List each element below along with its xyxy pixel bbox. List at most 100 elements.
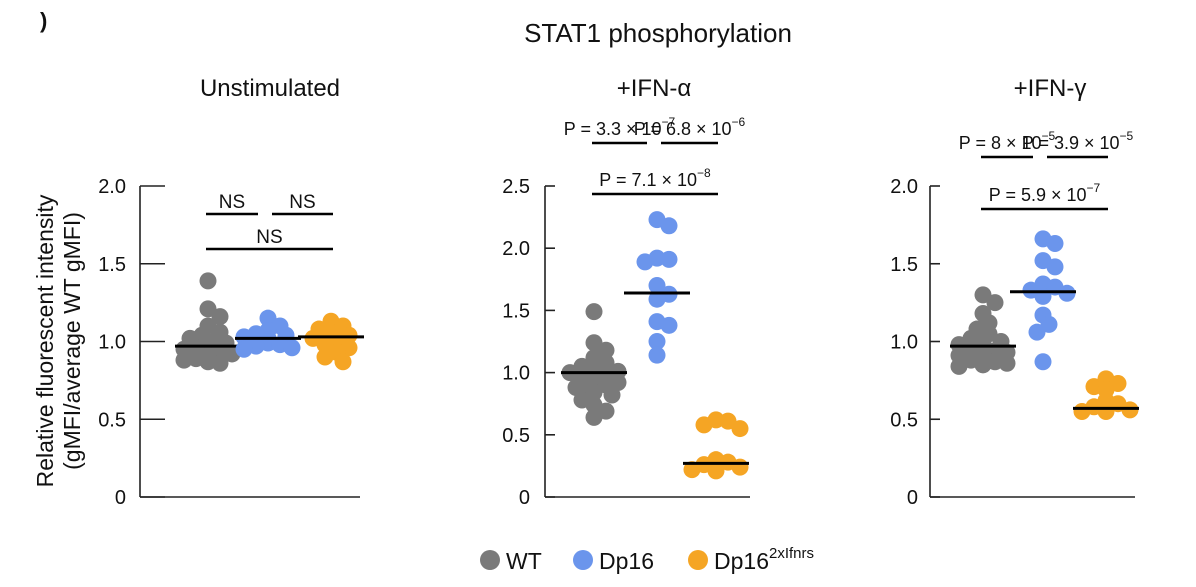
p-value-exponent: −7 — [662, 115, 676, 129]
legend-label: Dp16 — [599, 548, 654, 574]
data-point-wt — [998, 354, 1016, 372]
data-point-dp16 — [636, 253, 654, 271]
data-point-wt — [950, 357, 968, 375]
data-point-dp16-2xifnrs — [1121, 401, 1139, 419]
p-value-label: P = 7.1 × 10−8 — [599, 166, 711, 190]
legend-item: Dp162xIfnrs — [688, 545, 814, 574]
panels-group: Unstimulated 0 0.5 1.0 1.5 2.0 NS NS NS +IFN-α 0 0.… — [98, 75, 1139, 509]
p-value-exponent: −5 — [1042, 129, 1056, 143]
p-value-base: P = 3.9 × 10 — [1022, 133, 1120, 153]
p-value-label: P = 6.8 × 10−6 — [634, 115, 746, 139]
y-tick-label: 2.0 — [502, 238, 530, 260]
panel-1: +IFN-α00.51.01.52.02.5P = 3.3 × 10−7P = … — [502, 75, 750, 509]
panel-2: +IFN-γ00.51.01.52.0P = 8 × 10−5P = 3.9 ×… — [890, 75, 1139, 509]
data-point-dp16 — [259, 309, 277, 327]
panel-0: Unstimulated 0 0.5 1.0 1.5 2.0 NS NS NS — [98, 75, 364, 509]
p-value-exponent: −5 — [1120, 129, 1134, 143]
y-tick-label: 0 — [519, 487, 530, 509]
data-point-dp16 — [648, 277, 666, 295]
p-value-base: P = 3.3 × 10 — [564, 119, 662, 139]
data-point-wt — [199, 272, 217, 290]
data-point-dp16-2xifnrs — [731, 458, 749, 476]
data-point-wt — [211, 308, 229, 326]
y-tick-label: 1.5 — [890, 254, 918, 276]
panel-label: ) — [40, 8, 47, 33]
data-point-dp16-2xifnrs — [1097, 402, 1115, 420]
data-point-dp16 — [235, 328, 253, 346]
p-value-base: P = 5.9 × 10 — [989, 185, 1087, 205]
data-point-dp16-2xifnrs — [334, 353, 352, 371]
data-point-wt — [974, 286, 992, 304]
y-tick-label: 2.0 — [98, 176, 126, 198]
y-tick-label: 2.5 — [502, 176, 530, 198]
y-tick-label: 1.5 — [502, 300, 530, 322]
y-tick-label: 2.0 — [890, 176, 918, 198]
data-point-dp16 — [1058, 284, 1076, 302]
data-point-dp16 — [283, 339, 301, 357]
p-value-exponent: −8 — [697, 166, 711, 180]
significance-label: NS — [219, 192, 245, 213]
data-point-dp16 — [1046, 235, 1064, 253]
data-point-wt — [585, 408, 603, 426]
y-axis-label-line1: Relative fluorescent intensity — [32, 194, 58, 487]
data-point-wt — [986, 294, 1004, 312]
legend-name: Dp16 — [714, 548, 769, 574]
data-point-dp16-2xifnrs — [707, 462, 725, 480]
chart-title: STAT1 phosphorylation — [524, 18, 792, 48]
data-point-wt — [175, 351, 193, 369]
p-value-exponent: −7 — [1087, 181, 1101, 195]
data-point-dp16-2xifnrs — [683, 461, 701, 479]
significance-label: NS — [289, 192, 315, 213]
legend: WT Dp16 Dp162xIfnrs — [480, 545, 814, 574]
legend-superscript: 2xIfnrs — [769, 545, 814, 562]
data-point-wt — [199, 300, 217, 318]
p-value-label: P = 8 × 10−5 — [959, 129, 1056, 153]
data-point-dp16 — [1028, 323, 1046, 341]
y-tick-label: 0 — [115, 487, 126, 509]
y-tick-label: 1.0 — [502, 363, 530, 385]
y-tick-label: 1.5 — [98, 254, 126, 276]
legend-item: WT — [480, 548, 542, 574]
data-point-dp16 — [1040, 315, 1058, 333]
data-point-dp16-2xifnrs — [695, 416, 713, 434]
data-point-dp16 — [648, 333, 666, 350]
y-tick-label: 0.5 — [502, 425, 530, 447]
data-point-dp16 — [660, 316, 678, 334]
data-point-dp16 — [648, 346, 666, 364]
y-tick-label: 0.5 — [890, 409, 918, 431]
panel-title: +IFN-γ — [1014, 75, 1087, 102]
legend-swatch — [573, 550, 593, 570]
panel-title: Unstimulated — [200, 75, 340, 102]
legend-swatch — [480, 550, 500, 570]
y-tick-label: 0 — [907, 487, 918, 509]
legend-name: WT — [506, 548, 542, 574]
data-point-wt — [974, 356, 992, 374]
significance-label: NS — [256, 227, 282, 248]
y-tick-label: 1.0 — [890, 332, 918, 354]
data-point-dp16 — [235, 340, 253, 358]
data-point-dp16-2xifnrs — [1073, 402, 1091, 420]
p-value-label: P = 3.9 × 10−5 — [1022, 129, 1134, 153]
data-point-dp16-2xifnrs — [316, 336, 334, 354]
data-point-wt — [585, 303, 603, 321]
p-value-base: P = 7.1 × 10 — [599, 170, 697, 190]
data-point-dp16 — [660, 250, 678, 268]
panel-title: +IFN-α — [617, 75, 692, 102]
data-point-dp16 — [1034, 353, 1052, 371]
data-point-dp16-2xifnrs — [316, 348, 334, 366]
legend-label: Dp162xIfnrs — [714, 545, 814, 574]
data-point-dp16 — [660, 217, 678, 235]
y-tick-label: 0.5 — [98, 409, 126, 431]
y-axis-label-line2: (gMFI/average WT gMFI) — [59, 212, 85, 470]
p-value-label: P = 3.3 × 10−7 — [564, 115, 676, 139]
data-point-wt — [211, 354, 229, 372]
p-value-base: P = 6.8 × 10 — [634, 119, 732, 139]
data-point-dp16 — [1046, 258, 1064, 276]
legend-label: WT — [506, 548, 542, 574]
p-value-exponent: −6 — [732, 115, 746, 129]
p-value-base: P = 8 × 10 — [959, 133, 1042, 153]
data-point-dp16 — [648, 290, 666, 308]
y-tick-label: 1.0 — [98, 332, 126, 354]
p-value-label: P = 5.9 × 10−7 — [989, 181, 1101, 205]
